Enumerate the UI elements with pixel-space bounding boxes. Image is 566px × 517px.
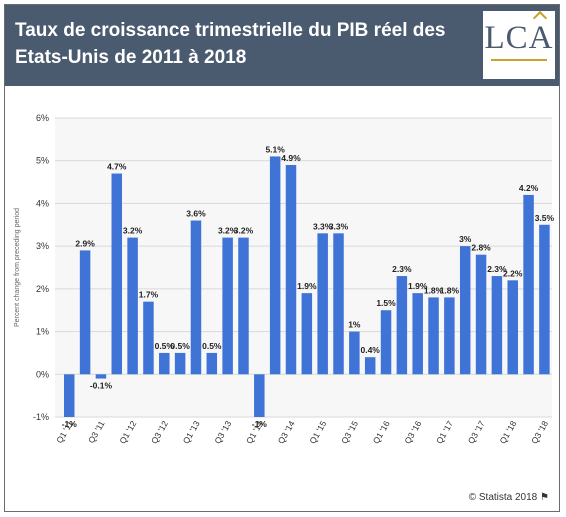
bar [380, 310, 392, 375]
credit-text: © Statista 2018 [468, 492, 538, 503]
x-tick-label: Q3 '16 [402, 419, 423, 446]
bar [539, 224, 550, 375]
data-label: 5.1% [265, 144, 285, 154]
y-tick-label: 5% [36, 156, 49, 166]
data-label: -1% [252, 419, 268, 429]
x-tick-label: Q1 '15 [307, 419, 328, 446]
bar [111, 173, 123, 375]
x-tick-label: Q3 '11 [86, 419, 107, 445]
bar [507, 280, 518, 375]
chart-header: Taux de croissance trimestrielle du PIB … [5, 5, 559, 86]
data-label: 3.2% [218, 226, 238, 236]
bar [412, 293, 423, 375]
data-label: -0.1% [90, 381, 113, 391]
x-tick-label: Q1 '14 [244, 419, 265, 446]
data-label: 1.8% [424, 285, 444, 295]
x-tick-label: Q1 '17 [434, 419, 455, 446]
y-tick-label: 0% [36, 369, 49, 379]
bar [79, 250, 91, 375]
bar [174, 352, 186, 375]
data-label: 4.2% [519, 183, 539, 193]
chart-title: Taux de croissance trimestrielle du PIB … [15, 17, 475, 71]
bar [222, 237, 233, 375]
data-label: 2.8% [471, 243, 491, 253]
x-tick-label: Q3 '17 [466, 419, 487, 446]
data-label: 3.3% [313, 221, 333, 231]
bar [301, 293, 313, 375]
logo-underline [491, 59, 547, 61]
data-label: 1.9% [408, 281, 428, 291]
bar [475, 254, 487, 375]
data-label: 1.5% [376, 298, 396, 308]
x-tick-label: Q1 '18 [497, 419, 518, 446]
bar [364, 357, 376, 375]
data-label: 3.2% [234, 226, 254, 236]
bar [64, 374, 75, 417]
bar [206, 352, 218, 375]
data-label: 3.6% [186, 209, 206, 219]
data-label: 0.5% [170, 341, 190, 351]
bar [523, 194, 534, 375]
footer-credit: © Statista 2018 ⚑ [469, 492, 549, 503]
x-tick-label: Q1 '16 [371, 419, 392, 446]
bar [396, 276, 408, 375]
data-label: 1.9% [297, 281, 317, 291]
data-label: 2.2% [503, 268, 523, 278]
data-label: 2.9% [75, 238, 95, 248]
y-tick-label: 6% [36, 113, 49, 123]
bar [269, 156, 281, 375]
data-label: 2.3% [392, 264, 412, 274]
data-label: 4.7% [107, 162, 127, 172]
data-label: 1.8% [440, 285, 460, 295]
data-label: 3.5% [535, 213, 555, 223]
y-tick-label: -1% [33, 412, 49, 422]
x-tick-label: Q3 '15 [339, 419, 360, 446]
data-label: 2.3% [487, 264, 507, 274]
data-label: 3.2% [123, 226, 143, 236]
bar [95, 374, 107, 379]
bar [428, 297, 439, 375]
bar [349, 331, 360, 375]
data-label: 0.4% [360, 345, 380, 355]
title-line-1: Taux de croissance trimestrielle du PIB … [15, 20, 446, 41]
x-tick-label: Q3 '13 [212, 419, 233, 446]
bar [333, 233, 344, 375]
lca-logo: LCA [483, 10, 555, 79]
bar [254, 374, 265, 417]
data-label: 1% [348, 320, 361, 330]
y-tick-label: 4% [36, 198, 49, 208]
x-tick-label: Q1 '11 [54, 419, 75, 445]
bar [285, 164, 297, 375]
data-label: 3.3% [329, 221, 349, 231]
bar [190, 220, 202, 375]
x-tick-label: Q3 '12 [149, 419, 170, 446]
bar [143, 301, 154, 375]
x-tick-label: Q1 '12 [117, 419, 138, 446]
data-label: 4.9% [281, 153, 301, 163]
y-axis-title: Percent change from preceding period [14, 208, 21, 327]
x-tick-label: Q3 '14 [276, 419, 297, 446]
data-label: 0.5% [155, 341, 175, 351]
bar [459, 246, 471, 375]
x-tick-label: Q1 '13 [181, 419, 202, 446]
chart-card: Taux de croissance trimestrielle du PIB … [4, 4, 560, 512]
bar-chart: -1% 0% 1% 2% 3% 4% 5% 6% Percent change from pre… [14, 113, 555, 446]
bar [127, 237, 138, 375]
logo-text: LCA [484, 20, 554, 56]
y-tick-label: 3% [36, 241, 49, 251]
bar [159, 352, 170, 375]
data-label: 3% [459, 234, 472, 244]
x-tick-label: Q3 '18 [529, 419, 550, 446]
data-label: 1.7% [139, 290, 159, 300]
bar [238, 237, 249, 375]
bar [317, 233, 328, 375]
bar [444, 297, 455, 375]
data-label: -1% [62, 419, 78, 429]
title-line-2: Etats-Unis de 2011 à 2018 [15, 47, 247, 68]
bar [491, 276, 503, 375]
y-tick-label: 1% [36, 327, 49, 337]
data-label: 0.5% [202, 341, 222, 351]
flag-icon: ⚑ [540, 492, 549, 503]
y-tick-label: 2% [36, 284, 49, 294]
